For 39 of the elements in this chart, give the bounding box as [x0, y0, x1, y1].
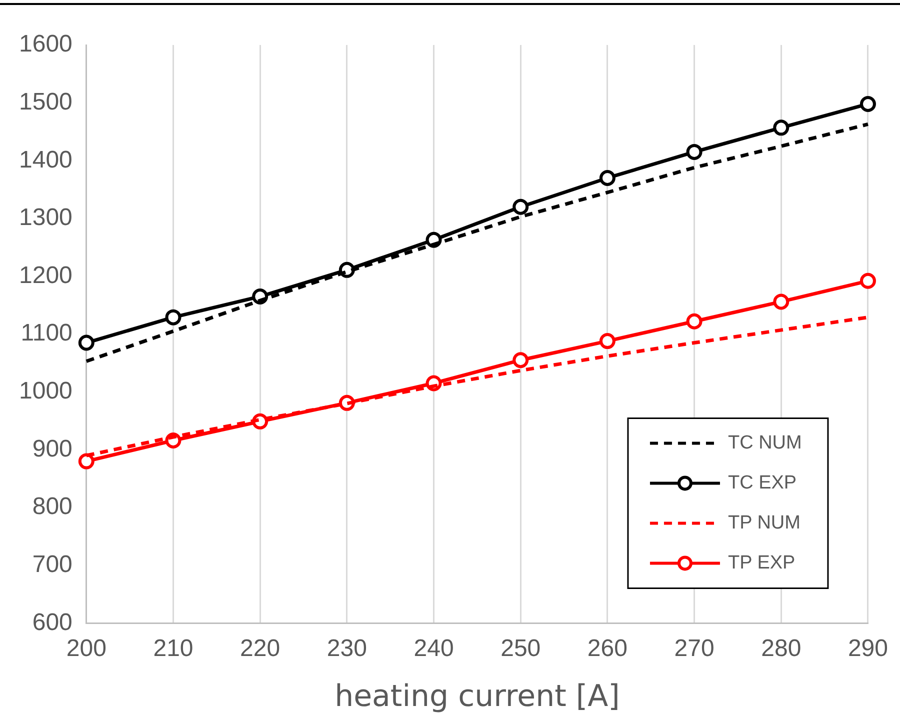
point [599, 170, 616, 186]
y-tick-label: 800 [32, 493, 72, 520]
point [599, 333, 616, 350]
y-tick-label: 900 [32, 435, 72, 462]
point [773, 120, 790, 136]
x-tick-label: 240 [414, 635, 454, 662]
y-tick-label: 1600 [19, 30, 72, 58]
y-tick-label: 600 [32, 608, 72, 636]
point [686, 144, 702, 160]
legend-label: TP NUM [728, 512, 800, 534]
legend-label: TP EXP [728, 552, 796, 574]
legend-label: TC EXP [728, 472, 797, 494]
x-tick-label: 210 [153, 635, 194, 662]
y-tick-label: 1300 [19, 204, 72, 232]
point [512, 352, 529, 368]
legend-label: TC NUM [728, 432, 802, 454]
y-tick-label: 1100 [20, 320, 72, 347]
x-tick-label: 270 [674, 635, 714, 662]
x-tick-label: 250 [500, 635, 541, 662]
point [512, 198, 529, 215]
x-tick-label: 220 [240, 635, 280, 662]
x-tick-label: 230 [326, 635, 367, 662]
point [773, 294, 790, 310]
y-tick-label: 1500 [19, 88, 72, 116]
point [860, 272, 876, 289]
y-tick-label: 700 [32, 551, 72, 578]
point [165, 309, 182, 326]
y-tick-label: 1000 [19, 378, 72, 405]
point [860, 96, 876, 112]
point [78, 453, 94, 470]
x-tick-label: 200 [66, 635, 106, 662]
x-tick-label: 260 [587, 635, 628, 662]
x-tick-label: 280 [761, 635, 802, 662]
y-tick-label: 1200 [19, 262, 72, 289]
point [686, 313, 702, 330]
x-axis-title: heating current [A] [334, 678, 620, 714]
point [78, 334, 94, 351]
x-tick-label: 290 [848, 635, 888, 662]
y-tick-label: 1400 [19, 146, 72, 174]
